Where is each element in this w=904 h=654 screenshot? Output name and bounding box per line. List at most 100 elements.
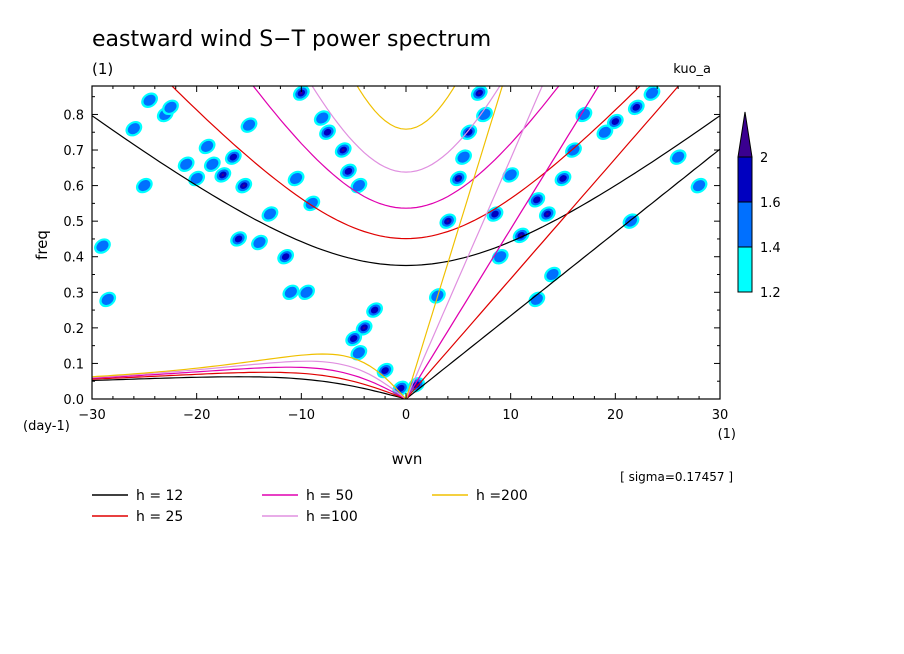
legend-label-h25: h = 25 [136,509,183,525]
x-tick-label: 20 [607,408,624,423]
plot-area [92,86,720,399]
power-blob-48-level-1 [567,144,580,156]
power-blob-42-level-1 [494,251,507,263]
x-tick-label: 0 [402,408,410,423]
power-blob-23 [319,124,336,140]
power-blob-50-level-1 [598,126,611,138]
power-blob-60-level-1 [546,268,559,281]
power-blob-8-level-1 [201,140,214,152]
power-blob-58 [135,177,153,194]
y-tick-label: 0.8 [63,108,84,123]
power-blob-35-level-3 [446,219,450,223]
dispersion-kelvin-h50 [405,86,600,399]
y-tick-label: 0.0 [63,393,84,408]
power-blob-15 [230,231,247,247]
dispersion-kelvin-h12 [405,148,720,399]
x-tick-label: 30 [712,408,729,423]
power-blob-18-level-1 [284,286,297,298]
power-blob-56 [669,149,687,165]
power-blob-52-level-2 [632,103,641,111]
power-blob-25-level-2 [344,167,353,175]
power-blob-32-level-2 [397,384,405,392]
power-blob-6 [177,156,195,172]
power-blob-42 [491,249,509,265]
chart-subtitle-left: (1) [92,60,113,78]
x-axis-unit: (1) [718,427,736,442]
power-blob-55-level-1 [693,180,706,192]
power-blob-3 [141,92,158,108]
colorbar-label: 2 [760,151,768,166]
power-blob-27 [355,320,373,336]
power-blob-44 [512,227,530,244]
power-blob-14 [251,234,268,251]
dispersion-ig-h25 [171,86,641,240]
power-blob-45 [528,192,546,208]
power-blob-29 [345,330,363,347]
power-blob-31-level-2 [381,367,389,374]
y-axis-unit: (day-1) [23,419,70,434]
power-blob-22-level-1 [316,112,329,124]
power-blob-13-level-1 [242,119,256,131]
power-blob-1-level-1 [101,293,114,305]
power-blob-20-level-1 [300,286,313,298]
power-blob-36 [449,170,467,187]
power-blob-59 [261,206,279,222]
colorbar-label: 1.2 [760,286,781,301]
y-axis-label: freq [33,230,51,260]
power-blob-39 [470,86,488,101]
power-blob-23-level-2 [323,128,332,136]
dispersion-kelvin-h100 [405,86,543,399]
colorbar-segment [737,156,753,203]
power-blob-12 [235,177,253,194]
power-blob-25 [340,163,357,180]
colorbar-top-arrow [737,111,753,158]
power-blob-58-level-1 [138,180,151,192]
power-blob-10-level-3 [221,173,225,177]
power-blob-16 [277,248,295,265]
power-blob-30 [350,345,368,361]
colorbar-label: 1.4 [760,241,781,256]
power-blob-27-level-3 [362,326,366,330]
power-blob-8 [198,138,216,155]
power-blob-11-level-2 [229,153,238,161]
power-blob-40-level-1 [478,108,491,121]
power-blob-18 [282,284,300,301]
power-blob-54-level-1 [624,215,638,227]
colorbar: 1.2 1.4 1.6 2 [737,111,781,301]
power-blob-2 [125,120,143,137]
power-blob-35 [439,213,457,229]
power-blob-19-level-1 [305,197,318,209]
power-blob-0 [94,238,111,254]
y-tick-label: 0.2 [63,322,84,337]
colorbar-segment [737,201,753,248]
power-blob-0-level-1 [96,240,109,252]
power-blob-44-level-3 [519,234,523,237]
power-blob-29-level-2 [349,335,358,342]
legend-label-h200: h =200 [476,488,528,504]
power-blob-36-level-3 [457,177,460,180]
power-blob-10 [214,167,232,183]
power-blob-39-level-3 [477,91,481,95]
power-blob-49-level-1 [577,108,590,120]
power-blob-9 [203,156,221,172]
dispersion-curves [92,86,720,399]
power-blob-24-level-3 [341,148,345,152]
power-blob-20 [298,284,315,301]
power-blob-1 [99,291,117,308]
colorbar-segment [737,246,753,293]
power-blob-24 [334,142,352,158]
power-blob-13 [240,117,258,133]
dispersion-kelvin-h200 [405,86,503,399]
power-blob-50 [596,124,614,140]
power-blob-6-level-1 [180,158,193,170]
dispersion-er-h50 [92,366,407,399]
power-blob-46-level-3 [546,212,549,216]
x-tick-label: −10 [288,408,315,423]
y-tick-label: 0.3 [63,286,84,301]
x-tick-label: −20 [183,408,210,423]
power-blob-46 [538,206,556,222]
power-blob-5-level-1 [164,101,177,113]
chart-subtitle-right: kuo_a [673,62,711,77]
dispersion-er-h25 [92,371,407,399]
dispersion-ig-h50 [252,86,560,209]
